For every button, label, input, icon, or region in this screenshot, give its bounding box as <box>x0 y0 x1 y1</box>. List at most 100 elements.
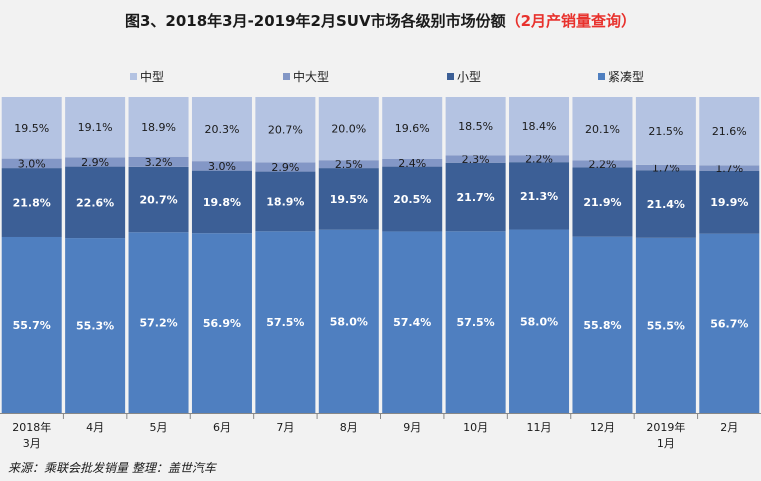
data-label-mid-12: 21.6% <box>712 125 747 138</box>
bar-segment-mid-large-11 <box>635 164 696 171</box>
bar-segment-small-11 <box>635 170 696 238</box>
bar-segment-mid-12 <box>699 97 760 166</box>
legend-label-compact: 紧凑型 <box>608 70 645 84</box>
x-tick-label-3: 5月 <box>150 421 168 434</box>
legend-swatch-mid-large <box>283 73 290 80</box>
data-label-mid-11: 21.5% <box>648 125 683 138</box>
data-label-compact-10: 55.8% <box>583 319 621 332</box>
legend: 中型 中大型 小型 紧凑型 <box>0 68 761 88</box>
data-label-mid-large-10: 2.2% <box>588 158 616 171</box>
legend-item-small: 小型 <box>447 68 481 85</box>
legend-label-small: 小型 <box>457 70 482 84</box>
bar-segment-small-6 <box>318 168 379 230</box>
data-label-compact-4: 56.9% <box>203 317 241 330</box>
bar-segment-mid-large-1 <box>1 158 62 169</box>
bar-segment-mid-large-6 <box>318 160 379 169</box>
data-label-small-5: 18.9% <box>266 195 304 208</box>
bar-segment-mid-11 <box>635 97 696 165</box>
data-label-mid-large-2: 2.9% <box>81 156 109 169</box>
bar-segment-mid-large-2 <box>65 157 126 167</box>
data-label-mid-large-3: 3.2% <box>145 156 173 169</box>
bar-segment-small-7 <box>382 166 443 232</box>
data-label-small-12: 19.9% <box>710 196 748 209</box>
data-label-mid-5: 20.7% <box>268 124 303 137</box>
bar-segment-mid-4 <box>191 97 252 162</box>
data-label-mid-7: 19.6% <box>395 122 430 135</box>
x-tick-label-5: 7月 <box>276 421 294 434</box>
data-label-compact-12: 56.7% <box>710 317 748 330</box>
chart-title: 图3、2018年3月-2019年2月SUV市场各级别市场份额（2月产销量查询） <box>0 10 761 31</box>
bar-segment-mid-8 <box>445 97 506 156</box>
data-label-mid-1: 19.5% <box>14 122 49 135</box>
bar-segment-compact-1 <box>1 236 62 413</box>
data-label-small-8: 21.7% <box>457 191 495 204</box>
bar-segment-mid-large-9 <box>509 155 570 163</box>
bar-segment-small-12 <box>699 170 760 234</box>
source-note: 来源：乘联会批发销量 整理：盖世汽车 <box>8 461 216 475</box>
legend-label-mid-large: 中大型 <box>293 70 330 84</box>
title-highlight: （2月产销量查询） <box>505 12 637 30</box>
data-label-compact-3: 57.2% <box>139 317 177 330</box>
bar-segment-mid-large-3 <box>128 156 189 167</box>
bar-segment-small-2 <box>65 166 126 239</box>
bar-segment-mid-9 <box>509 97 570 156</box>
data-label-compact-9: 58.0% <box>520 315 558 328</box>
data-label-mid-large-4: 3.0% <box>208 160 236 173</box>
legend-swatch-mid <box>130 73 137 80</box>
data-label-small-7: 20.5% <box>393 193 431 206</box>
data-label-small-4: 19.8% <box>203 196 241 209</box>
bar-segment-compact-4 <box>191 233 252 413</box>
x-tick-label-1-line2: 3月 <box>23 437 41 450</box>
data-label-mid-large-7: 2.4% <box>398 157 426 170</box>
data-label-mid-large-9: 2.2% <box>525 153 553 166</box>
data-label-compact-11: 55.5% <box>647 319 685 332</box>
bar-segment-compact-7 <box>382 231 443 413</box>
legend-swatch-compact <box>598 73 605 80</box>
x-tick-label-11-line2: 1月 <box>657 437 675 450</box>
bar-segment-compact-9 <box>509 229 570 413</box>
data-label-mid-large-8: 2.3% <box>462 153 490 166</box>
legend-item-compact: 紧凑型 <box>598 68 644 85</box>
bar-segment-mid-7 <box>382 97 443 159</box>
bar-segment-small-10 <box>572 167 633 237</box>
x-tick-label-6: 8月 <box>340 421 358 434</box>
bar-segment-mid-6 <box>318 97 379 161</box>
bar-segment-mid-large-8 <box>445 155 506 163</box>
data-label-compact-7: 57.4% <box>393 316 431 329</box>
bar-segment-small-4 <box>191 170 252 234</box>
data-label-small-6: 19.5% <box>330 193 368 206</box>
data-label-mid-large-5: 2.9% <box>271 161 299 174</box>
bar-segment-mid-1 <box>1 97 62 159</box>
data-label-small-9: 21.3% <box>520 190 558 203</box>
x-tick-label-11-line1: 2019年 <box>646 420 685 434</box>
data-label-mid-4: 20.3% <box>204 123 239 136</box>
data-label-small-11: 21.4% <box>647 198 685 211</box>
bar-segment-mid-large-10 <box>572 160 633 168</box>
legend-item-mid-large: 中大型 <box>283 68 329 85</box>
x-tick-label-9: 11月 <box>527 421 552 434</box>
x-tick-label-7: 9月 <box>403 421 421 434</box>
legend-label-mid: 中型 <box>140 70 165 84</box>
data-label-mid-3: 18.9% <box>141 121 176 134</box>
legend-swatch-small <box>447 73 454 80</box>
data-label-mid-8: 18.5% <box>458 120 493 133</box>
bar-segment-small-8 <box>445 162 506 232</box>
bar-segment-mid-large-5 <box>255 162 316 172</box>
data-label-mid-9: 18.4% <box>522 120 557 133</box>
data-label-small-2: 22.6% <box>76 196 114 209</box>
bar-segment-compact-8 <box>445 231 506 413</box>
data-label-mid-large-1: 3.0% <box>18 157 46 170</box>
bar-segment-mid-large-12 <box>699 165 760 171</box>
title-main: 图3、2018年3月-2019年2月SUV市场各级别市场份额 <box>124 12 506 30</box>
data-label-small-1: 21.8% <box>13 197 51 210</box>
data-label-compact-6: 58.0% <box>330 315 368 328</box>
data-label-mid-large-6: 2.5% <box>335 158 363 171</box>
bar-segment-compact-6 <box>318 229 379 413</box>
bar-segment-mid-10 <box>572 97 633 161</box>
x-tick-label-8: 10月 <box>463 421 488 434</box>
bar-segment-small-5 <box>255 171 316 232</box>
data-label-small-10: 21.9% <box>583 196 621 209</box>
data-label-compact-2: 55.3% <box>76 320 114 333</box>
x-tick-label-10: 12月 <box>590 421 615 434</box>
